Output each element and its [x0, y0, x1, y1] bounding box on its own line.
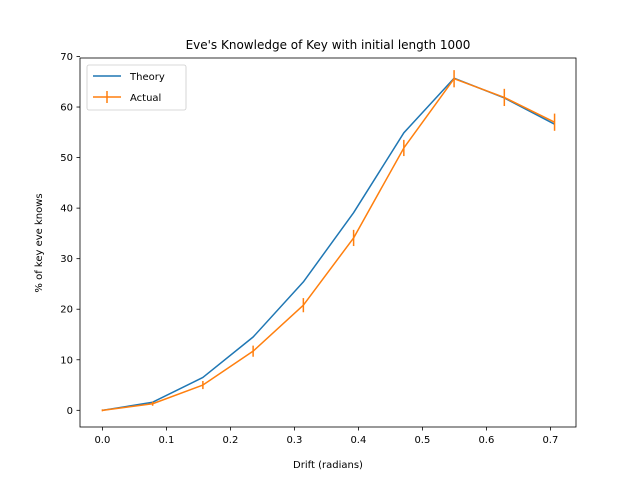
- x-axis: 0.0 0.1 0.2 0.3 0.4 0.5 0.6 0.7: [94, 427, 558, 446]
- y-axis: 0 10 20 30 40 50 60 70: [60, 52, 80, 417]
- series-line-actual: [102, 77, 555, 412]
- x-axis-label: Drift (radians): [293, 460, 363, 471]
- x-tick-label: 0.6: [478, 435, 494, 446]
- x-tick-label: 0.2: [222, 435, 238, 446]
- x-tick-label: 0.3: [286, 435, 302, 446]
- x-tick-label: 0.1: [158, 435, 174, 446]
- y-tick-label: 70: [60, 52, 73, 63]
- plot-area: [79, 57, 577, 428]
- y-tick-label: 20: [60, 305, 73, 316]
- legend: Theory Actual: [86, 64, 187, 111]
- x-tick-label: 0.0: [94, 435, 110, 446]
- chart-title: Eve's Knowledge of Key with initial leng…: [186, 38, 471, 52]
- y-tick-label: 0: [67, 406, 73, 417]
- x-tick-label: 0.7: [542, 435, 558, 446]
- y-tick-label: 50: [60, 153, 73, 164]
- y-tick-label: 40: [60, 204, 73, 215]
- legend-label: Actual: [130, 93, 161, 104]
- y-tick-label: 30: [60, 254, 73, 265]
- legend-label: Theory: [129, 72, 165, 83]
- y-axis-label: % of key eve knows: [34, 193, 45, 292]
- x-tick-label: 0.5: [414, 435, 430, 446]
- x-tick-label: 0.4: [350, 435, 366, 446]
- y-tick-label: 10: [60, 355, 73, 366]
- axes-frame: [79, 57, 577, 428]
- y-tick-label: 60: [60, 103, 73, 114]
